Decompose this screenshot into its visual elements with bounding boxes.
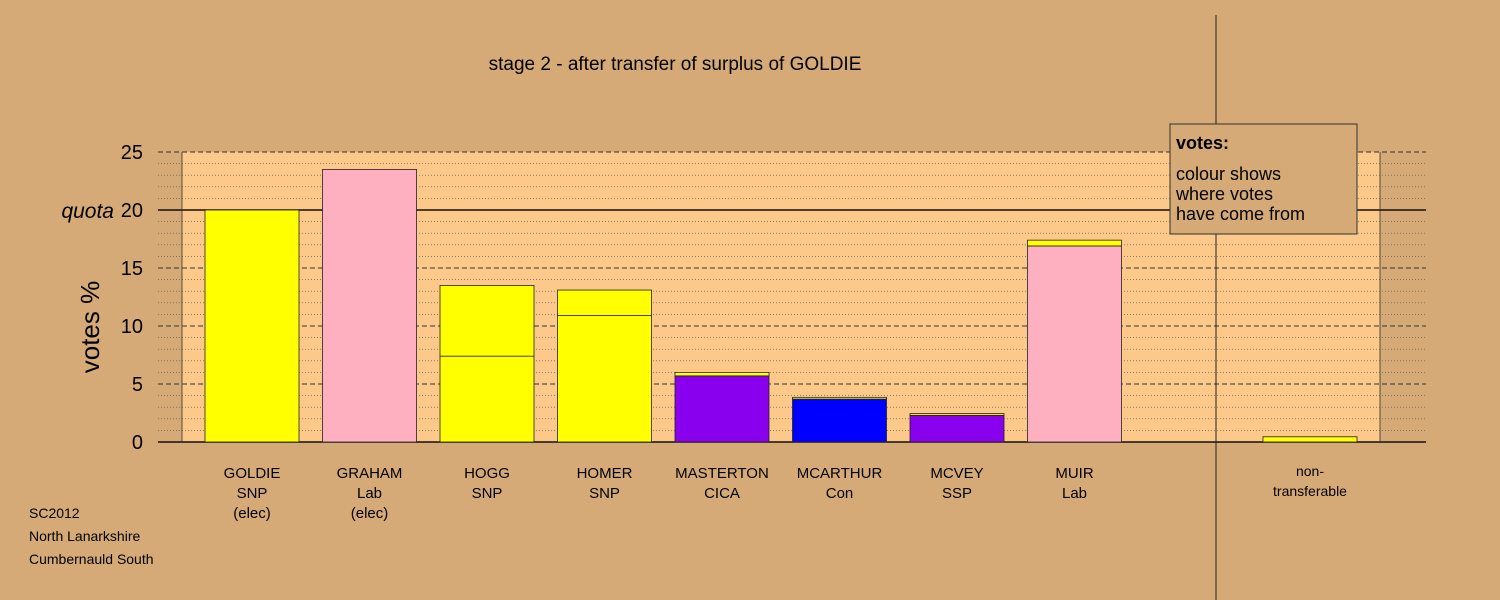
- bar-segment: [439, 284, 535, 357]
- bar-segment: [322, 168, 417, 443]
- bar-segment: [792, 396, 887, 400]
- bar-segment: [557, 315, 652, 443]
- non-transferable-bar: [1262, 436, 1358, 443]
- legend: votes: colour shows where votes have com…: [1169, 123, 1358, 235]
- footer-ward: Cumbernauld South: [29, 551, 154, 567]
- x-tick-label: (elec): [233, 505, 271, 522]
- chart-title: stage 2 - after transfer of surplus of G…: [489, 54, 862, 75]
- x-tick-label: MUIR: [1055, 465, 1093, 482]
- bar-segment: [909, 414, 1005, 443]
- non-transferable-label: transferable: [1273, 483, 1347, 499]
- bars: [204, 168, 1358, 443]
- footer-year: SC2012: [29, 505, 80, 521]
- x-tick-label: Lab: [357, 485, 382, 502]
- non-transferable-label: non-: [1296, 463, 1324, 479]
- bar-segment: [1027, 239, 1122, 247]
- x-tick-label: MCARTHUR: [797, 465, 883, 482]
- quota-label: quota: [61, 200, 114, 223]
- y-axis-ticks: 0 5 10 15 20 25: [121, 142, 143, 454]
- bar-segment: [909, 413, 1005, 416]
- x-tick-label: HOMER: [577, 465, 633, 482]
- y-tick-label: 0: [132, 432, 143, 454]
- bar-segment: [674, 371, 770, 377]
- legend-line: have come from: [1176, 204, 1305, 224]
- bar-segment: [204, 209, 300, 443]
- bar-segment: [557, 289, 652, 316]
- y-tick-label: 10: [121, 316, 143, 338]
- bar-segment: [1027, 245, 1122, 443]
- bar-segment: [439, 355, 535, 443]
- y-tick-label: 25: [121, 142, 143, 164]
- x-tick-label: SNP: [472, 485, 503, 502]
- footer-council: North Lanarkshire: [29, 528, 140, 544]
- x-tick-label: Con: [826, 485, 854, 502]
- x-tick-label: GRAHAM: [337, 465, 403, 482]
- y-tick-label: 20: [121, 200, 143, 222]
- x-tick-label: GOLDIE: [224, 465, 281, 482]
- x-tick-label: SNP: [237, 485, 268, 502]
- bar-segment: [674, 375, 770, 443]
- legend-line: colour shows: [1176, 164, 1281, 184]
- x-tick-label: Lab: [1062, 485, 1087, 502]
- x-tick-label: CICA: [704, 485, 740, 502]
- x-tick-label: (elec): [351, 505, 389, 522]
- footer: SC2012 North Lanarkshire Cumbernauld Sou…: [29, 505, 154, 567]
- bar-segment: [792, 398, 887, 443]
- x-tick-label: SSP: [942, 485, 972, 502]
- y-tick-label: 5: [132, 374, 143, 396]
- y-axis-label: votes %: [75, 281, 105, 374]
- x-tick-label: MCVEY: [930, 465, 983, 482]
- x-tick-label: MASTERTON: [675, 465, 769, 482]
- legend-box: [1169, 123, 1358, 235]
- x-tick-label: SNP: [589, 485, 620, 502]
- y-tick-label: 15: [121, 258, 143, 280]
- x-axis-labels: GOLDIE SNP (elec) GRAHAM Lab (elec) HOGG SNP HOM…: [224, 463, 1348, 522]
- x-tick-label: HOGG: [464, 465, 510, 482]
- legend-title: votes:: [1176, 133, 1229, 153]
- legend-line: where votes: [1175, 184, 1273, 204]
